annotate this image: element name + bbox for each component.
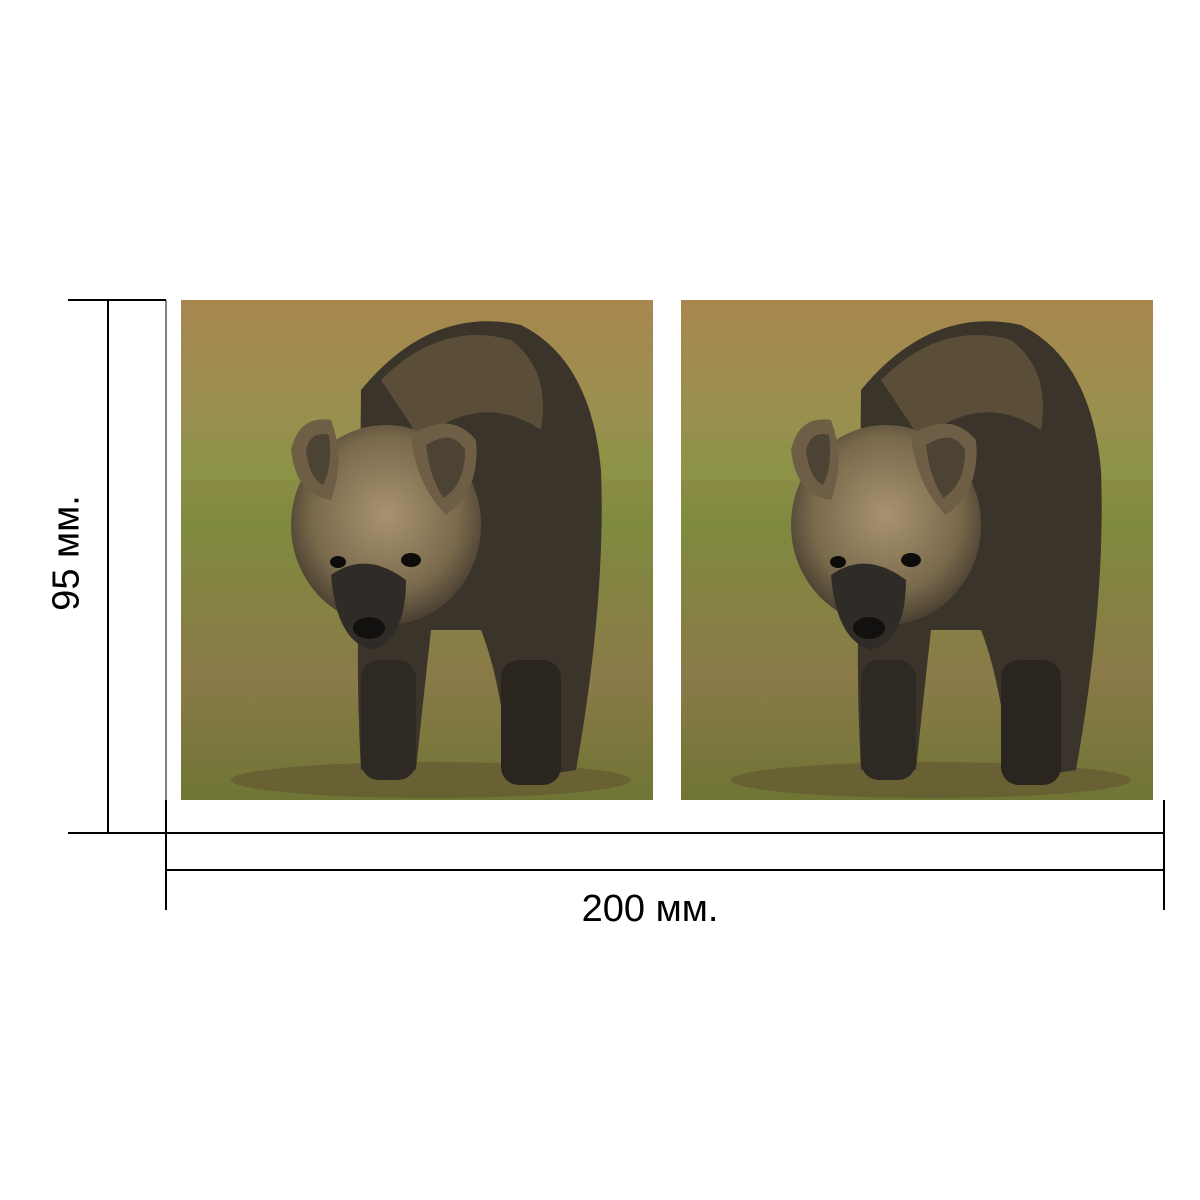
hyena-photo-right [681, 300, 1153, 800]
hyena-image [681, 300, 1153, 800]
hyena-photo-left [181, 300, 653, 800]
hyena-image [181, 300, 653, 800]
width-dimension-label: 200 мм. [581, 888, 719, 930]
height-dimension-label: 95 мм. [45, 495, 88, 611]
